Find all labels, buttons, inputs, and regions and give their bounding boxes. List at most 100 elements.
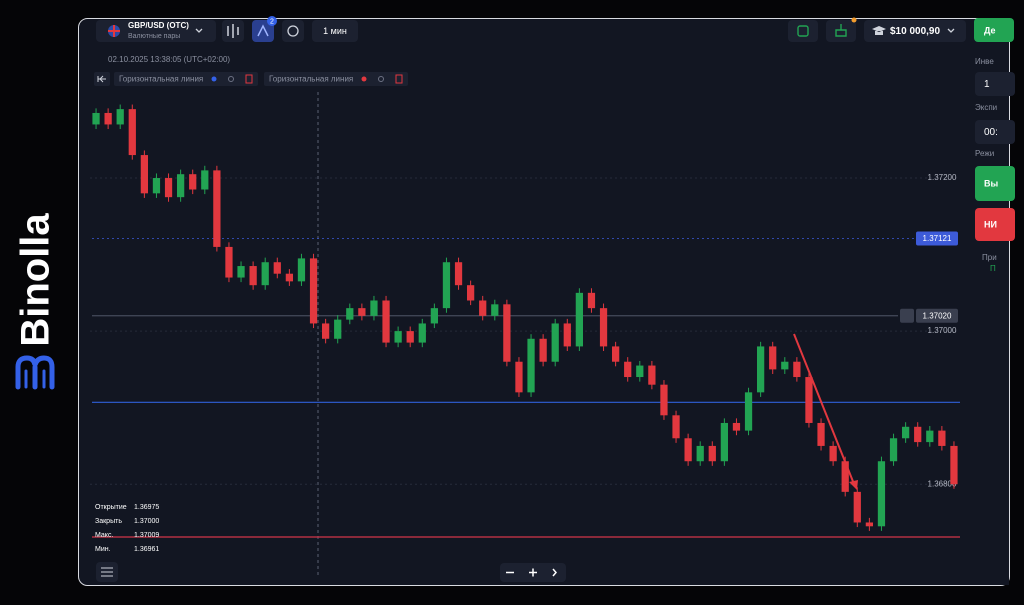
sell-button[interactable] bbox=[975, 208, 1015, 241]
candle-body bbox=[213, 170, 221, 247]
deposit-icon bbox=[835, 24, 847, 37]
profit-value: П bbox=[990, 264, 996, 273]
app-frame bbox=[78, 18, 1010, 586]
candle-body bbox=[599, 308, 608, 347]
candle-body bbox=[744, 392, 753, 431]
tool-chip[interactable] bbox=[264, 72, 408, 86]
candle-body bbox=[479, 300, 487, 316]
trades-icon bbox=[797, 25, 809, 37]
account-icon bbox=[872, 26, 886, 35]
badge bbox=[267, 16, 277, 26]
candle-body bbox=[297, 258, 306, 282]
mode-label: Режи bbox=[975, 149, 994, 158]
candle-body bbox=[914, 426, 922, 443]
candle-body bbox=[92, 112, 100, 125]
candle-body bbox=[757, 346, 765, 393]
candle-body bbox=[829, 445, 837, 462]
buy-button[interactable] bbox=[975, 166, 1015, 201]
scroll-right[interactable] bbox=[552, 568, 557, 577]
candle-body bbox=[309, 258, 318, 324]
tool-color bbox=[361, 76, 367, 82]
ohlc-label: Мин. bbox=[95, 546, 111, 553]
candle-body bbox=[563, 323, 571, 347]
candle-body bbox=[237, 266, 245, 278]
candle-body bbox=[322, 323, 330, 339]
price-label-bg bbox=[916, 231, 958, 246]
candle-body bbox=[539, 338, 547, 362]
chart-header: 02.10.2025 13:38:05 (UTC+02:00) Горизонт… bbox=[94, 55, 408, 86]
datetime: 02.10.2025 13:38:05 (UTC+02:00) bbox=[108, 55, 230, 64]
pair-name: GBP/USD (OTC) bbox=[128, 21, 189, 30]
candle-body bbox=[382, 300, 390, 343]
candle-body bbox=[902, 426, 910, 439]
candle-body bbox=[865, 522, 873, 527]
brand: Binolla bbox=[14, 213, 58, 390]
candle-body bbox=[116, 109, 124, 125]
candle-body bbox=[334, 319, 342, 339]
ohlc-value: 1.36975 bbox=[134, 504, 159, 511]
candle-body bbox=[781, 361, 789, 370]
candle-body bbox=[648, 365, 656, 385]
collapse-icon bbox=[97, 75, 106, 83]
candle-body bbox=[442, 262, 451, 309]
bottom-controls bbox=[96, 562, 566, 582]
expiry-input[interactable] bbox=[975, 120, 1015, 144]
alert-button[interactable] bbox=[282, 20, 304, 42]
pair-selector[interactable] bbox=[96, 20, 216, 42]
balance: $10 000,90 bbox=[890, 26, 940, 37]
candle-body bbox=[177, 174, 185, 198]
tool-chip[interactable] bbox=[114, 72, 258, 86]
investment-label: Инве bbox=[975, 57, 994, 66]
candle-body bbox=[732, 422, 741, 431]
drawing-icon bbox=[257, 24, 269, 37]
candle-body bbox=[612, 346, 620, 362]
tool-visibility[interactable] bbox=[228, 76, 234, 82]
candle-body bbox=[587, 292, 596, 309]
candle-body bbox=[515, 361, 523, 393]
candle-body bbox=[346, 308, 354, 320]
chart-overlay bbox=[793, 333, 858, 490]
tool-delete[interactable] bbox=[395, 74, 403, 84]
account-button[interactable] bbox=[974, 18, 1014, 42]
y-tick-label: 1.36800 bbox=[928, 479, 957, 488]
candle-body bbox=[430, 308, 438, 324]
timeframe-button[interactable] bbox=[312, 20, 358, 42]
chevron bbox=[195, 28, 203, 33]
tool-color bbox=[211, 76, 217, 82]
candle-body bbox=[503, 304, 511, 362]
tool-delete[interactable] bbox=[245, 74, 253, 84]
chart: 1.37200 1.37000 1.36800 1.37020 1.37121 bbox=[90, 92, 960, 576]
candle-body bbox=[527, 338, 535, 393]
ohlc-info: Открытие 1.36975 Закрыть 1.37000 Макс. 1… bbox=[95, 504, 159, 553]
candle-body bbox=[394, 331, 402, 343]
account-button-label: Де bbox=[984, 25, 996, 35]
candle-body bbox=[938, 430, 946, 446]
drawing-button[interactable] bbox=[252, 20, 274, 42]
deposit-button[interactable] bbox=[826, 20, 856, 42]
trades-button[interactable] bbox=[788, 20, 818, 42]
y-tick-label: 1.37000 bbox=[928, 326, 957, 335]
investment-input[interactable] bbox=[975, 72, 1015, 96]
tool-visibility[interactable] bbox=[378, 76, 384, 82]
candle-body bbox=[164, 178, 173, 198]
candle-body bbox=[467, 285, 475, 301]
investment-value: 1 bbox=[984, 79, 990, 90]
candle-body bbox=[140, 155, 148, 194]
ohlc-label: Закрыть bbox=[95, 518, 122, 525]
candle-body bbox=[696, 445, 704, 462]
candle-body bbox=[769, 346, 777, 370]
candle-body bbox=[575, 292, 583, 347]
candle-body bbox=[249, 266, 257, 286]
candle-body bbox=[708, 445, 716, 462]
candle-body bbox=[889, 438, 898, 462]
candle-body bbox=[793, 361, 801, 378]
ohlc-label: Макс. bbox=[95, 532, 113, 539]
buy-label: Вы bbox=[984, 178, 998, 188]
candle-body bbox=[926, 430, 934, 443]
zoom-in[interactable] bbox=[529, 568, 537, 577]
candle-body bbox=[660, 384, 668, 416]
candle-body bbox=[201, 170, 209, 190]
balance-button[interactable] bbox=[864, 20, 966, 42]
flag-cross bbox=[108, 25, 120, 37]
